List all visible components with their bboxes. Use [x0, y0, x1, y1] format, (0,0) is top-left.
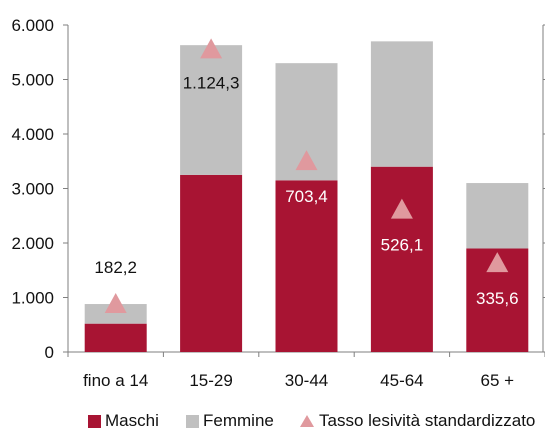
legend-triangle-icon	[300, 415, 314, 427]
rate-label-2: 703,4	[285, 187, 328, 206]
x-tick-labels: fino a 14 15-29 30-44 45-64 65 +	[83, 371, 514, 390]
rate-label-3: 526,1	[381, 236, 424, 255]
y-tick-label: 3.000	[11, 180, 54, 199]
legend-label-tasso: Tasso lesività standardizzato	[319, 411, 536, 430]
y-tick-label: 2.000	[11, 234, 54, 253]
rate-marker-3	[390, 198, 413, 219]
rate-label-1: 1.124,3	[183, 73, 240, 92]
bar-femmine-1	[180, 45, 243, 175]
rate-markers	[104, 38, 509, 313]
y-tick-label: 4.000	[11, 125, 54, 144]
x-tick-label: 15-29	[189, 371, 232, 390]
rate-label-0: 182,2	[94, 258, 137, 277]
bar-maschi-0	[84, 323, 147, 352]
legend-label-maschi: Maschi	[105, 411, 159, 430]
x-tick-label: 45-64	[380, 371, 423, 390]
legend-item-tasso: Tasso lesività standardizzato	[300, 408, 535, 434]
rate-marker-0	[104, 292, 127, 313]
x-tick-label: 65 +	[481, 371, 515, 390]
bar-maschi-2	[275, 180, 338, 352]
bar-femmine-3	[370, 41, 433, 167]
y-tick-label: 5.000	[11, 71, 54, 90]
y-tick-labels: 0 1.000 2.000 3.000 4.000 5.000 6.000	[11, 16, 54, 362]
y-tick-label: 1.000	[11, 289, 54, 308]
legend-item-femmine: Femmine	[186, 408, 274, 434]
rate-marker-1	[200, 38, 223, 59]
x-tick-label: 30-44	[285, 371, 328, 390]
bar-maschi-1	[180, 174, 243, 352]
rate-marker-2	[295, 150, 318, 171]
legend-swatch-femmine	[186, 414, 199, 428]
bars	[84, 41, 529, 352]
bar-maschi-3	[370, 166, 433, 352]
legend-item-maschi: Maschi	[88, 408, 159, 434]
legend: Maschi Femmine Tasso lesività standardiz…	[0, 408, 545, 434]
legend-label-femmine: Femmine	[203, 411, 274, 430]
bar-femmine-4	[466, 183, 529, 249]
rate-label-4: 335,6	[476, 289, 519, 308]
legend-swatch-maschi	[88, 414, 101, 428]
rate-marker-4	[486, 252, 509, 273]
y-tick-label: 6.000	[11, 16, 54, 35]
chart-axes	[63, 24, 545, 357]
rate-labels: 182,2 1.124,3 703,4 526,1 335,6	[94, 73, 518, 308]
x-tick-label: fino a 14	[83, 371, 148, 390]
bar-femmine-0	[84, 304, 147, 324]
y-tick-label: 0	[45, 343, 54, 362]
